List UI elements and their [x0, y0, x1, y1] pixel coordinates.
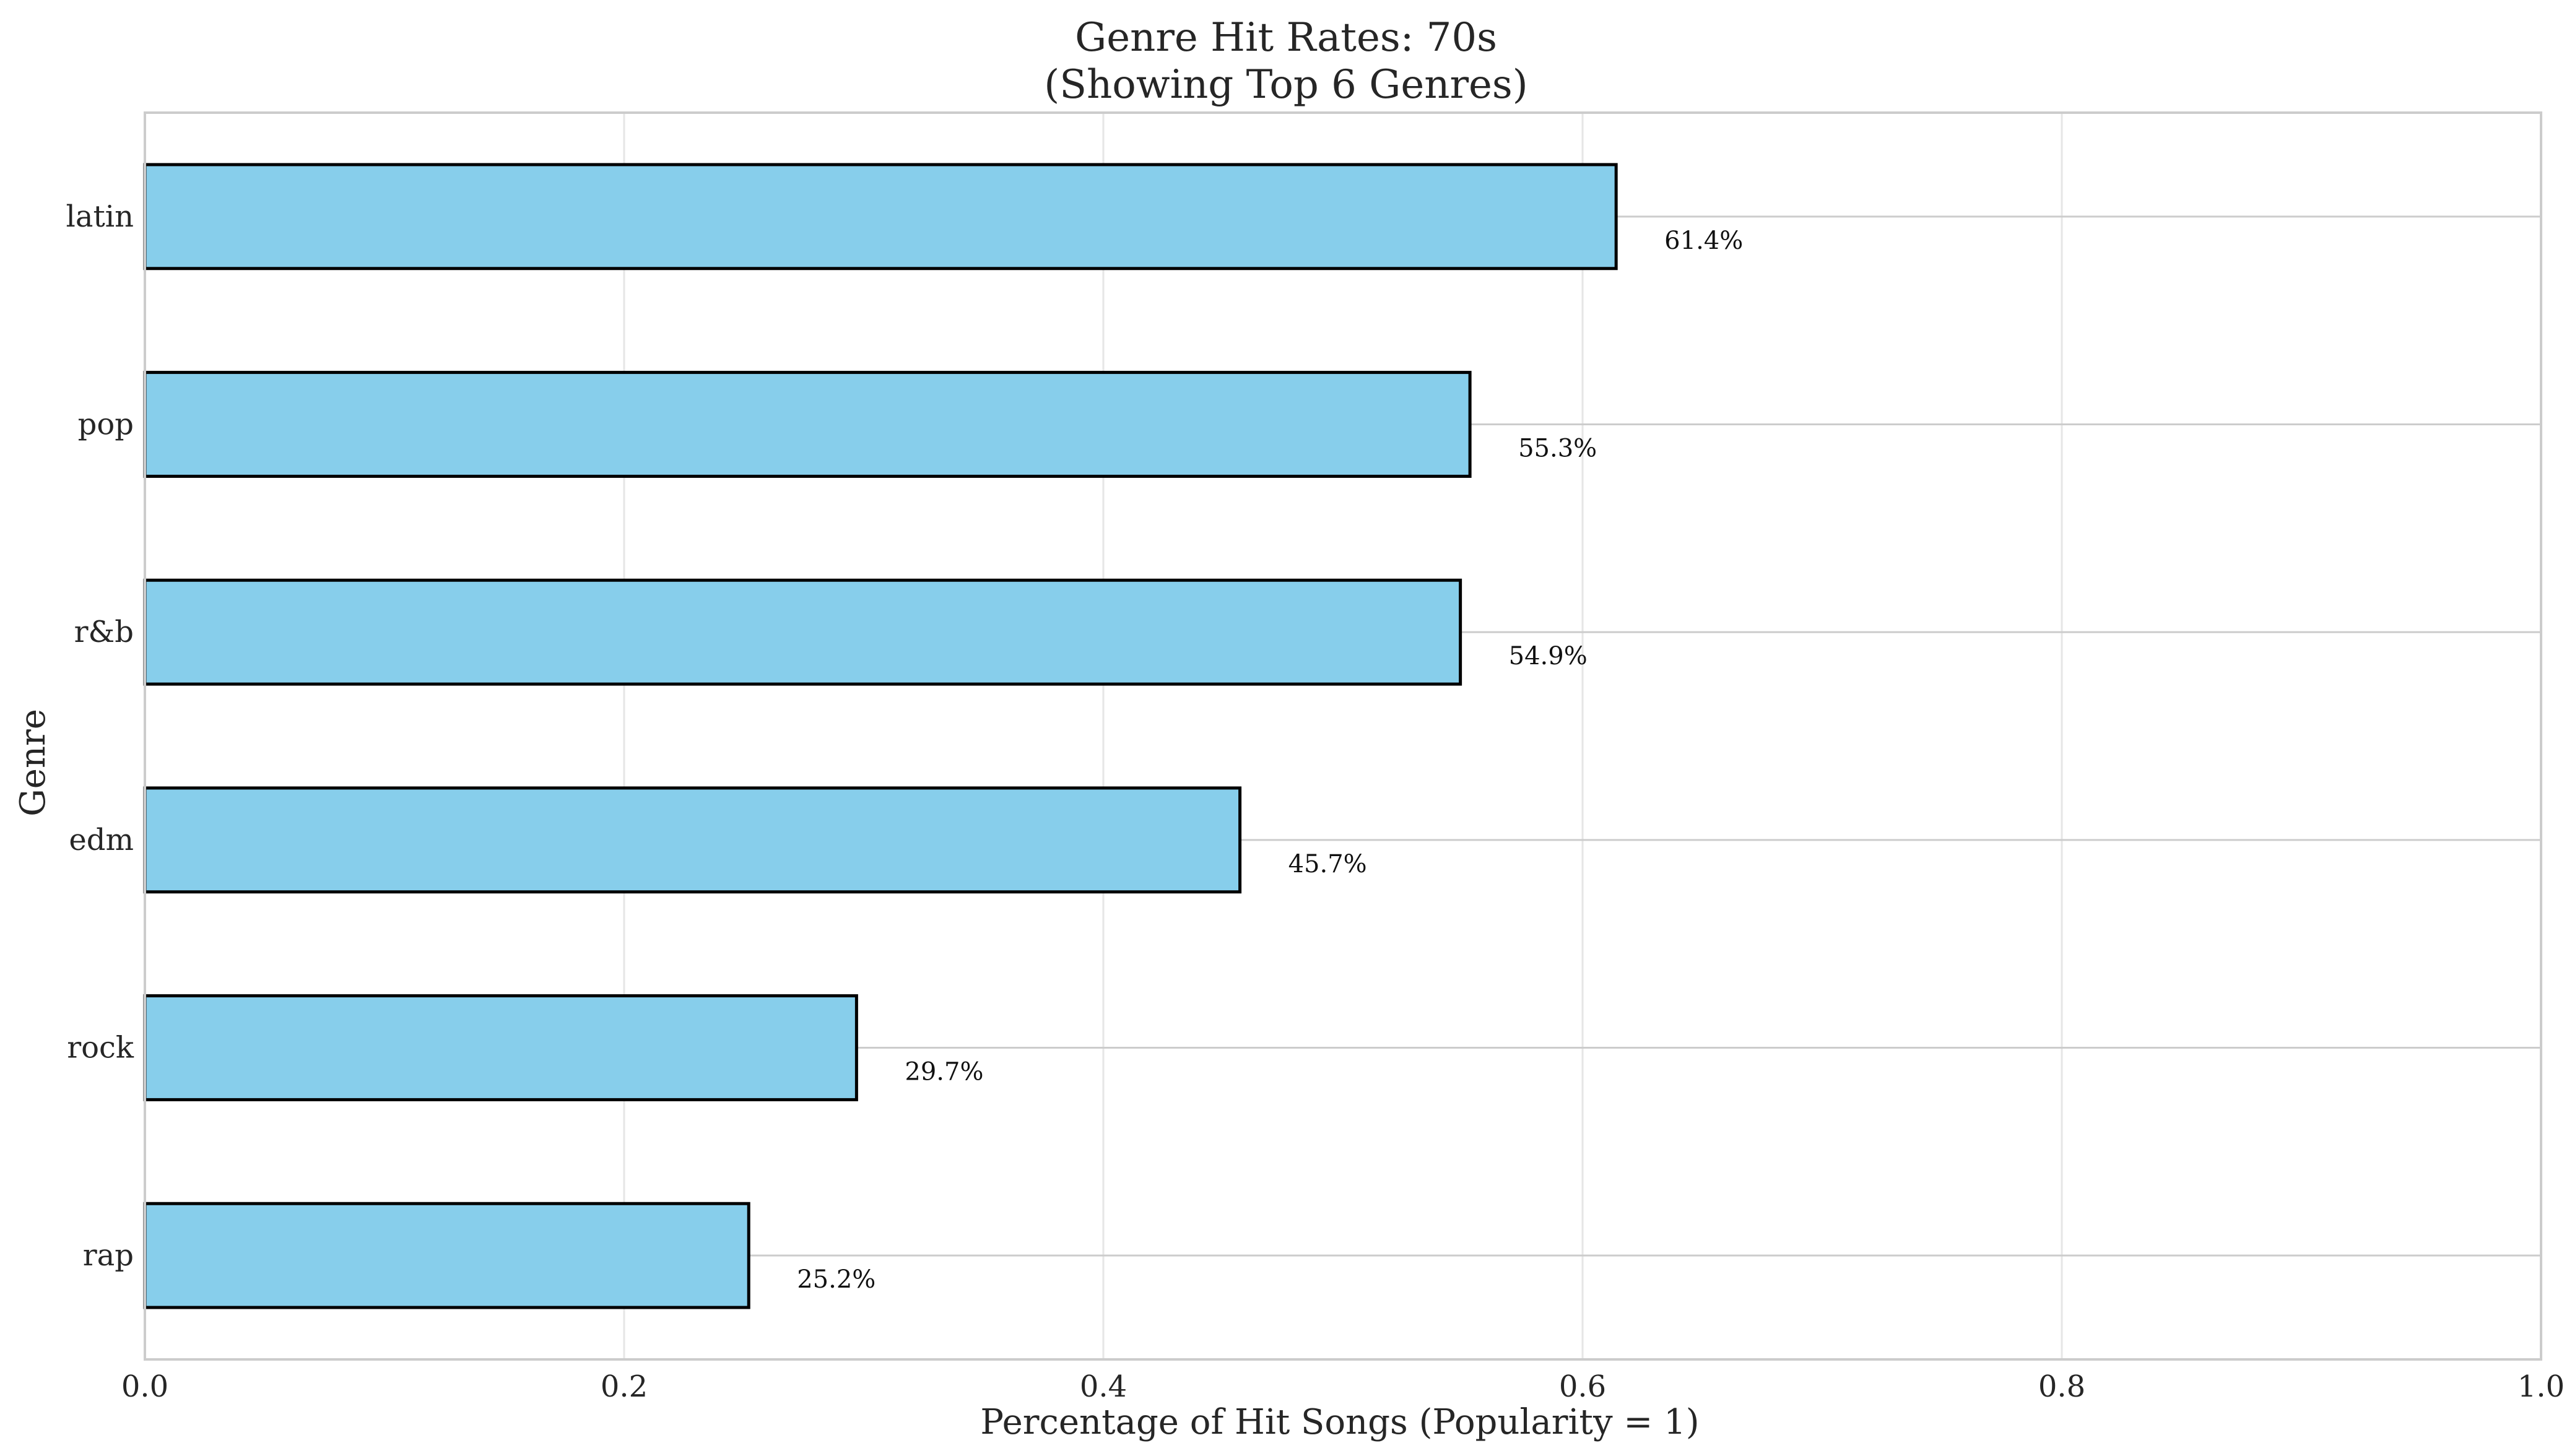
y-tick-label: pop — [78, 407, 134, 442]
bar-rock — [143, 994, 858, 1101]
plot-frame — [144, 111, 2542, 1361]
x-axis-label: Percentage of Hit Songs (Popularity = 1) — [980, 1402, 1699, 1442]
y-tick-label: rock — [67, 1031, 134, 1065]
x-tick-layer: 0.0 0.2 0.4 0.6 0.8 1.0 — [121, 1369, 2565, 1404]
y-tick-label: rap — [83, 1238, 134, 1273]
bar-edm — [143, 786, 1242, 894]
x-tick-label: 0.4 — [1080, 1369, 1127, 1404]
y-tick-label: latin — [66, 199, 134, 234]
bar-layer — [143, 163, 1618, 1309]
y-tick-label: r&b — [74, 615, 134, 649]
x-tick-label: 1.0 — [2518, 1369, 2565, 1404]
chart-subtitle: (Showing Top 6 Genres) — [1044, 62, 1527, 108]
data-label: 25.2% — [797, 1265, 875, 1294]
x-tick-label: 0.2 — [601, 1369, 648, 1404]
bar-rap — [143, 1202, 750, 1309]
data-label-layer: 61.4% 55.3% 54.9% 45.7% 29.7% 25.2% — [797, 227, 1743, 1294]
data-label: 29.7% — [905, 1058, 983, 1086]
bar-rb — [143, 578, 1462, 686]
y-tick-layer: latin pop r&b edm rock rap — [66, 199, 134, 1273]
grid-layer — [144, 113, 2542, 1359]
data-label: 54.9% — [1509, 642, 1588, 670]
bar-latin — [143, 163, 1618, 271]
chart-title: Genre Hit Rates: 70s — [1075, 15, 1497, 61]
bar-pop — [143, 371, 1472, 478]
data-label: 55.3% — [1518, 435, 1597, 463]
data-label: 45.7% — [1288, 850, 1367, 878]
x-tick-label: 0.8 — [2038, 1369, 2085, 1404]
y-tick-label: edm — [69, 823, 134, 857]
y-axis-label: Genre — [13, 709, 53, 817]
data-label: 61.4% — [1664, 227, 1743, 255]
x-tick-label: 0.0 — [121, 1369, 168, 1404]
x-tick-label: 0.6 — [1559, 1369, 1606, 1404]
